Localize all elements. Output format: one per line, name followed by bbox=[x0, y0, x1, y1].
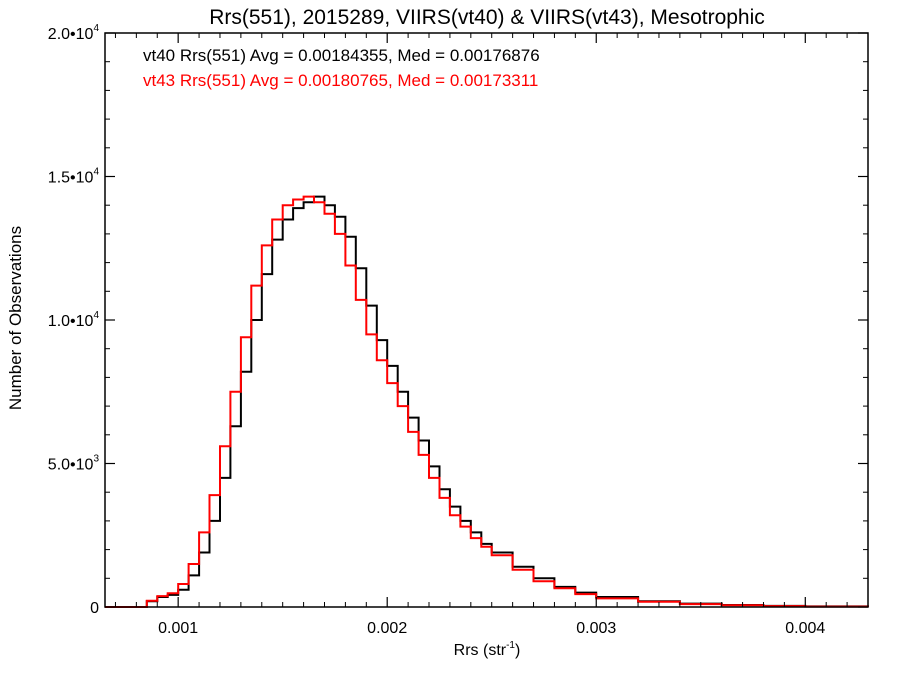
x-axis-label-close: ) bbox=[515, 642, 520, 659]
x-axis-label-main: Rrs (str bbox=[454, 642, 507, 659]
series-line-2 bbox=[105, 195, 869, 608]
y-tick-label-exponent: 3 bbox=[93, 454, 99, 465]
y-tick-label-exponent: 4 bbox=[93, 167, 99, 178]
x-axis-label: Rrs (str-1) bbox=[454, 640, 521, 659]
x-tick-label: 0.003 bbox=[576, 620, 616, 637]
annotation-text: vt43 Rrs(551) Avg = 0.00180765, Med = 0.… bbox=[143, 71, 538, 90]
y-tick-label-base: 1.5•10 bbox=[48, 170, 94, 187]
y-tick-label: 1.0•104 bbox=[48, 310, 100, 330]
y-tick-label: 0 bbox=[90, 600, 99, 617]
y-tick-label-exponent: 4 bbox=[93, 23, 99, 34]
series-layer bbox=[105, 195, 869, 608]
annotation-text: vt40 Rrs(551) Avg = 0.00184355, Med = 0.… bbox=[143, 46, 540, 65]
tick-layer: 0.001 0.002 0.003 0.00405.0•1031.0•1041.5•1… bbox=[48, 23, 869, 637]
y-tick-label-base: 2.0•10 bbox=[48, 26, 94, 43]
y-tick-label-base: 5.0•10 bbox=[48, 457, 94, 474]
plot-frame bbox=[104, 32, 869, 608]
x-tick-label: 0.002 bbox=[367, 620, 407, 637]
annotation-layer: vt40 Rrs(551) Avg = 0.00184355, Med = 0.… bbox=[143, 46, 540, 90]
chart-title: Rrs(551), 2015289, VIIRS(vt40) & VIIRS(v… bbox=[209, 6, 765, 29]
x-axis-label-superscript: -1 bbox=[506, 640, 515, 651]
series-line-1 bbox=[105, 195, 869, 608]
x-tick-label: 0.001 bbox=[158, 620, 198, 637]
y-tick-label-exponent: 4 bbox=[93, 310, 99, 321]
y-tick-label: 1.5•104 bbox=[48, 167, 100, 187]
y-tick-label: 2.0•104 bbox=[48, 23, 100, 43]
x-tick-label: 0.004 bbox=[785, 620, 825, 637]
y-tick-label-base: 1.0•10 bbox=[48, 313, 94, 330]
y-axis-label: Number of Observations bbox=[6, 226, 25, 410]
y-tick-label-base: 0 bbox=[90, 600, 99, 617]
y-tick-label: 5.0•103 bbox=[48, 454, 100, 474]
